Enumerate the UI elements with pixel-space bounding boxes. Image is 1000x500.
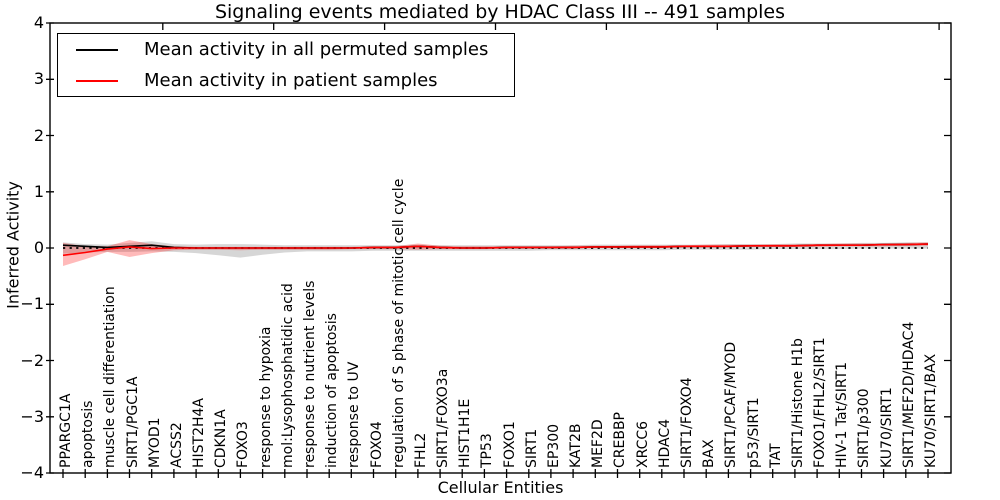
x-tick-label: MEF2D [590,419,607,468]
x-tick-label: BAX [701,439,718,468]
x-tick-label: mol:Lysophosphatidic acid [279,283,296,468]
x-tick-label: PPARGC1A [58,393,74,468]
legend-line-red-icon [76,79,118,82]
y-tick-label: 0 [33,238,44,257]
x-tick-label: EP300 [545,423,562,468]
x-tick-label: SIRT1 [523,428,540,468]
x-tick-label: SIRT1/FOXO3a [435,368,452,468]
legend-label-patient: Mean activity in patient samples [144,70,438,91]
x-tick-label: response to nutrient levels [301,280,318,468]
y-tick-label: −2 [20,350,44,370]
x-tick-label: KU70/SIRT1/BAX [923,353,939,468]
x-tick-label: SIRT1/MEF2D/HDAC4 [900,321,917,468]
x-tick-label: HIV-1 Tat/SIRT1 [834,361,851,468]
legend-item-patient: Mean activity in patient samples [58,65,514,96]
x-tick-label: SIRT1/PCAF/MYOD [723,341,740,468]
x-tick-label: TP53 [479,433,496,468]
x-tick-label: FHL2 [412,432,429,468]
x-axis-label: Cellular Entities [437,478,564,497]
x-tick-label: HIST2H4A [191,397,208,468]
y-tick-label: −1 [20,294,44,314]
x-tick-label: muscle cell differentiation [102,286,119,468]
x-tick-label: KU70/SIRT1 [878,387,895,468]
legend-line-black-icon [76,48,118,51]
x-tick-label: regulation of S phase of mitotic cell cy… [390,178,407,468]
x-tick-label: KAT2B [568,423,585,469]
x-tick-label: TAT [767,443,784,468]
x-tick-label: SIRT1/FOXO4 [679,377,696,468]
legend-item-permuted: Mean activity in all permuted samples [58,34,514,65]
x-tick-label: p53/SIRT1 [745,397,762,468]
x-tick-label: HIST1H1E [457,398,474,468]
y-tick-label: 1 [33,181,44,201]
x-tick-label: XRCC6 [634,420,651,468]
x-tick-label: response to hypoxia [257,326,274,468]
y-tick-label: −3 [20,406,44,426]
legend-label-permuted: Mean activity in all permuted samples [144,39,489,60]
x-tick-label: FOXO3 [235,421,252,468]
x-tick-label: induction of apoptosis [324,313,341,468]
legend: Mean activity in all permuted samples Me… [57,33,515,97]
x-tick-label: SIRT1/p300 [856,388,873,468]
y-tick-label: 2 [33,125,44,145]
x-tick-label: FOXO1/FHL2/SIRT1 [812,337,829,468]
y-tick-label: −4 [20,463,44,482]
x-tick-label: CREBBP [612,412,629,468]
x-tick-label: SIRT1/Histone H1b [789,338,806,468]
x-tick-label: MYOD1 [146,417,163,468]
x-tick-label: FOXO1 [501,421,518,468]
y-tick-label: 4 [33,13,44,32]
x-tick-label: ACSS2 [168,422,185,468]
x-tick-label: response to UV [346,361,363,468]
x-tick-label: SIRT1/PGC1A [124,376,141,468]
x-tick-label: FOXO4 [368,421,385,468]
x-tick-label: CDKN1A [213,409,230,468]
x-tick-label: HDAC4 [656,418,673,468]
x-tick-label: apoptosis [80,400,97,468]
y-tick-label: 3 [33,69,44,89]
chart-title: Signaling events mediated by HDAC Class … [214,1,786,23]
